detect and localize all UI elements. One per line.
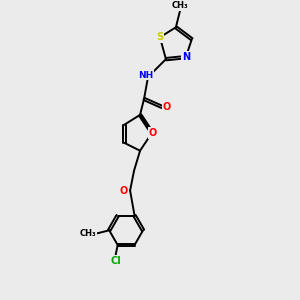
Text: O: O	[149, 128, 157, 138]
Text: CH₃: CH₃	[80, 229, 97, 238]
Text: NH: NH	[138, 70, 154, 80]
Text: CH₃: CH₃	[172, 1, 188, 10]
Text: O: O	[163, 102, 171, 112]
Text: Cl: Cl	[110, 256, 121, 266]
Text: O: O	[120, 185, 128, 196]
Text: N: N	[182, 52, 190, 62]
Text: S: S	[156, 32, 164, 42]
